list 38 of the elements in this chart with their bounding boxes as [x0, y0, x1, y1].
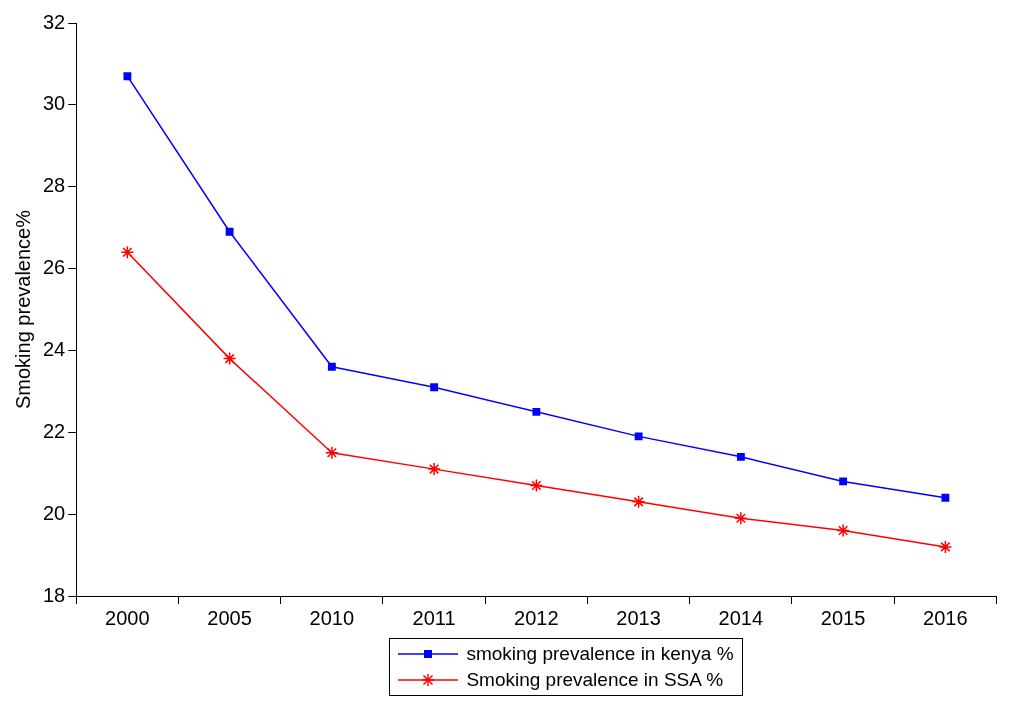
x-tick-label: 2005	[207, 606, 252, 629]
y-axis-title: Smoking prevalence%	[11, 209, 34, 409]
legend-label: smoking prevalence in kenya %	[466, 642, 734, 666]
y-tick-label: 18	[43, 583, 66, 606]
x-tick-label: 2014	[718, 606, 764, 629]
y-tick-label: 26	[43, 256, 66, 279]
point	[222, 351, 237, 366]
point	[123, 72, 132, 81]
x-tick-label: 2012	[514, 606, 559, 629]
point	[836, 523, 850, 538]
x-tick-label: 2011	[412, 606, 456, 629]
point	[430, 383, 439, 392]
x-tick-label: 2000	[105, 606, 150, 629]
point	[427, 462, 441, 476]
y-tick-label: 28	[43, 174, 66, 197]
point	[736, 452, 745, 461]
y-tick-label: 20	[43, 501, 66, 524]
y-tick-label: 32	[43, 10, 66, 33]
point	[529, 478, 544, 493]
point	[631, 495, 646, 509]
legend-label: Smoking prevalence in SSA %	[466, 668, 724, 692]
x-tick-label: 2016	[923, 606, 968, 629]
y-tick-label: 30	[43, 92, 66, 115]
point	[327, 362, 336, 371]
x-tick-label: 2010	[309, 606, 355, 629]
point	[225, 227, 234, 236]
point	[120, 245, 135, 259]
x-tick-label: 2015	[820, 606, 866, 629]
point	[938, 540, 953, 554]
point	[839, 477, 848, 486]
x-tick-label: 2013	[616, 606, 661, 629]
point	[634, 432, 643, 441]
point	[941, 493, 950, 502]
y-tick-label: 22	[43, 419, 66, 442]
point	[325, 446, 339, 460]
point	[734, 511, 748, 525]
point	[532, 407, 541, 416]
y-tick-label: 24	[43, 337, 66, 360]
